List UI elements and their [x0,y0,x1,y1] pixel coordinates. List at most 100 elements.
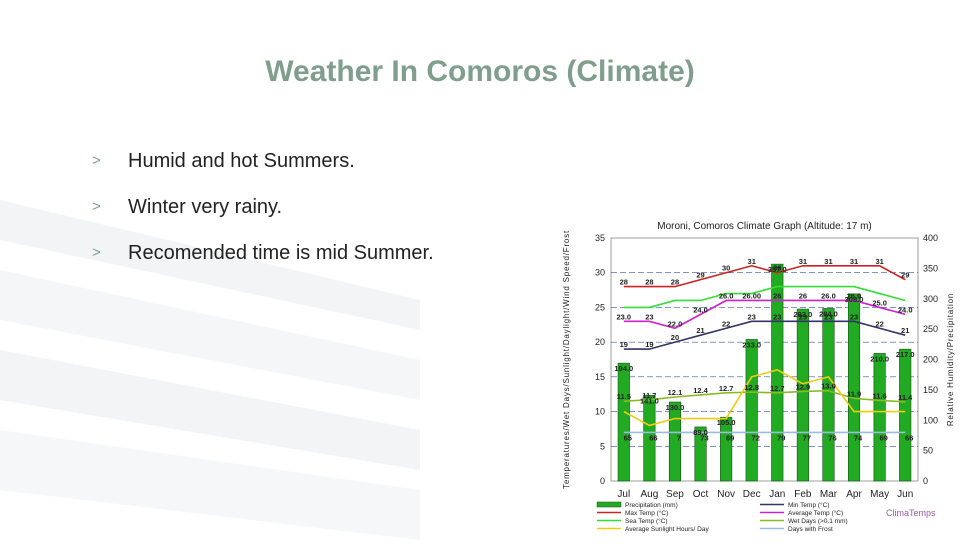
bar-value-label: 233.0 [742,340,761,349]
bullet-marker-icon: > [92,198,101,215]
data-label: 24.0 [898,305,913,314]
data-label: 77 [803,434,811,443]
bullet-text: Recomended time is mid Summer. [128,242,434,264]
y-tick-label: 15 [595,372,605,382]
legend-label: Days with Frost [788,526,833,533]
data-label: 23 [645,312,653,321]
data-label: 22 [722,319,730,328]
x-tick-label: Jul [617,489,630,500]
y-tick-label: 10 [595,407,605,417]
data-label: 7 [677,434,681,443]
data-label: 23.0 [616,312,631,321]
y2-tick-label: 100 [923,415,938,425]
data-label: 23 [748,312,756,321]
series-line [623,389,906,403]
x-tick-label: Mar [820,489,838,500]
bullet-item: > Winter very rainy. [92,196,434,242]
bar-value-label: 283.0 [793,310,812,319]
data-label: 12.4 [693,386,708,395]
bar-value-label: 89.0 [693,428,708,437]
data-label: 30 [773,264,781,273]
bullet-marker-icon: > [92,244,101,261]
precipitation-bar [745,339,758,482]
y2-tick-label: 200 [923,355,938,365]
data-label: 28 [645,278,653,287]
legend-label: Average Temp (°C) [788,509,843,517]
data-label: 28 [671,278,679,287]
data-label: 12.1 [668,388,683,397]
precipitation-bar [694,426,707,482]
y-tick-label: 0 [600,476,605,486]
data-label: 23 [850,312,858,321]
data-label: 66 [905,434,913,443]
data-label: 20 [671,333,679,342]
data-label: 30 [722,264,730,273]
data-label: 26.00 [742,291,761,300]
y-tick-label: 25 [595,302,605,312]
legend-label: Precipitation (mm) [625,502,678,509]
x-tick-label: Aug [640,489,658,500]
bar-value-label: 194.0 [614,364,633,373]
data-label: 19 [620,340,628,349]
data-label: 28 [620,278,628,287]
data-label: 29 [696,271,704,280]
data-label: 79 [777,434,785,443]
bar-value-label: 357.0 [768,265,787,274]
data-label: 31 [875,257,883,266]
bullet-text: Winter very rainy. [128,196,283,218]
y-tick-label: 20 [595,337,605,347]
y-tick-label: 30 [595,268,605,278]
data-label: 23 [824,312,832,321]
data-label: 13.0 [821,382,836,391]
y2-tick-label: 250 [923,324,938,334]
precipitation-bar [796,308,809,482]
data-label: 31 [824,257,832,266]
series-line [623,299,906,330]
y-tick-label: 5 [600,441,605,451]
x-tick-label: May [870,489,889,500]
data-label: 29 [901,271,909,280]
precipitation-bar [873,353,886,482]
y2-tick-label: 350 [923,263,938,273]
data-label: 11.9 [847,389,861,398]
series-line [623,320,906,350]
series-line [623,264,906,288]
legend-label: Sea Temp (°C) [625,517,668,525]
bar-value-label: 308.0 [845,295,864,304]
x-tick-label: Dec [743,489,761,500]
slide-title: Weather In Comoros (Climate) [265,55,695,88]
bullet-item: > Humid and hot Summers. [92,150,434,196]
bullet-text: Humid and hot Summers. [128,150,355,172]
data-label: 26.0 [847,291,862,300]
data-label: 11.5 [617,392,631,401]
precipitation-bar [643,395,656,482]
y2-tick-label: 300 [923,294,938,304]
legend-label: Max Temp (°C) [625,509,668,517]
series-line [623,369,906,427]
data-label: 21 [901,326,909,335]
data-label: 31 [850,257,858,266]
x-tick-label: Oct [693,489,709,500]
legend-label: Wet Days (>0.1 mm) [788,518,848,525]
legend-label: Average Sunlight Hours/ Day [625,526,709,533]
bar-value-label: 217.0 [896,350,915,359]
data-label: 22.0 [668,319,683,328]
chart-title: Moroni, Comoros Climate Graph (Altitude:… [657,221,872,232]
bar-value-label: 130.0 [666,403,685,412]
x-tick-label: Jun [897,489,913,500]
data-label: 73 [700,434,708,443]
series-line [623,285,906,309]
data-label: 25.0 [872,298,887,307]
data-label: 11.7 [642,391,656,400]
data-label: 26 [773,291,781,300]
data-label: 26 [799,291,807,300]
y2-tick-label: 400 [923,233,938,243]
bullet-marker-icon: > [92,152,101,169]
bullet-item: > Recomended time is mid Summer. [92,242,434,288]
bar-value-label: 284.0 [819,309,838,318]
data-label: 72 [752,434,760,443]
x-tick-label: Jan [769,489,785,500]
bullet-list: > Humid and hot Summers. > Winter very r… [92,150,434,288]
plot-frame [610,237,919,482]
precipitation-bar [847,293,861,482]
